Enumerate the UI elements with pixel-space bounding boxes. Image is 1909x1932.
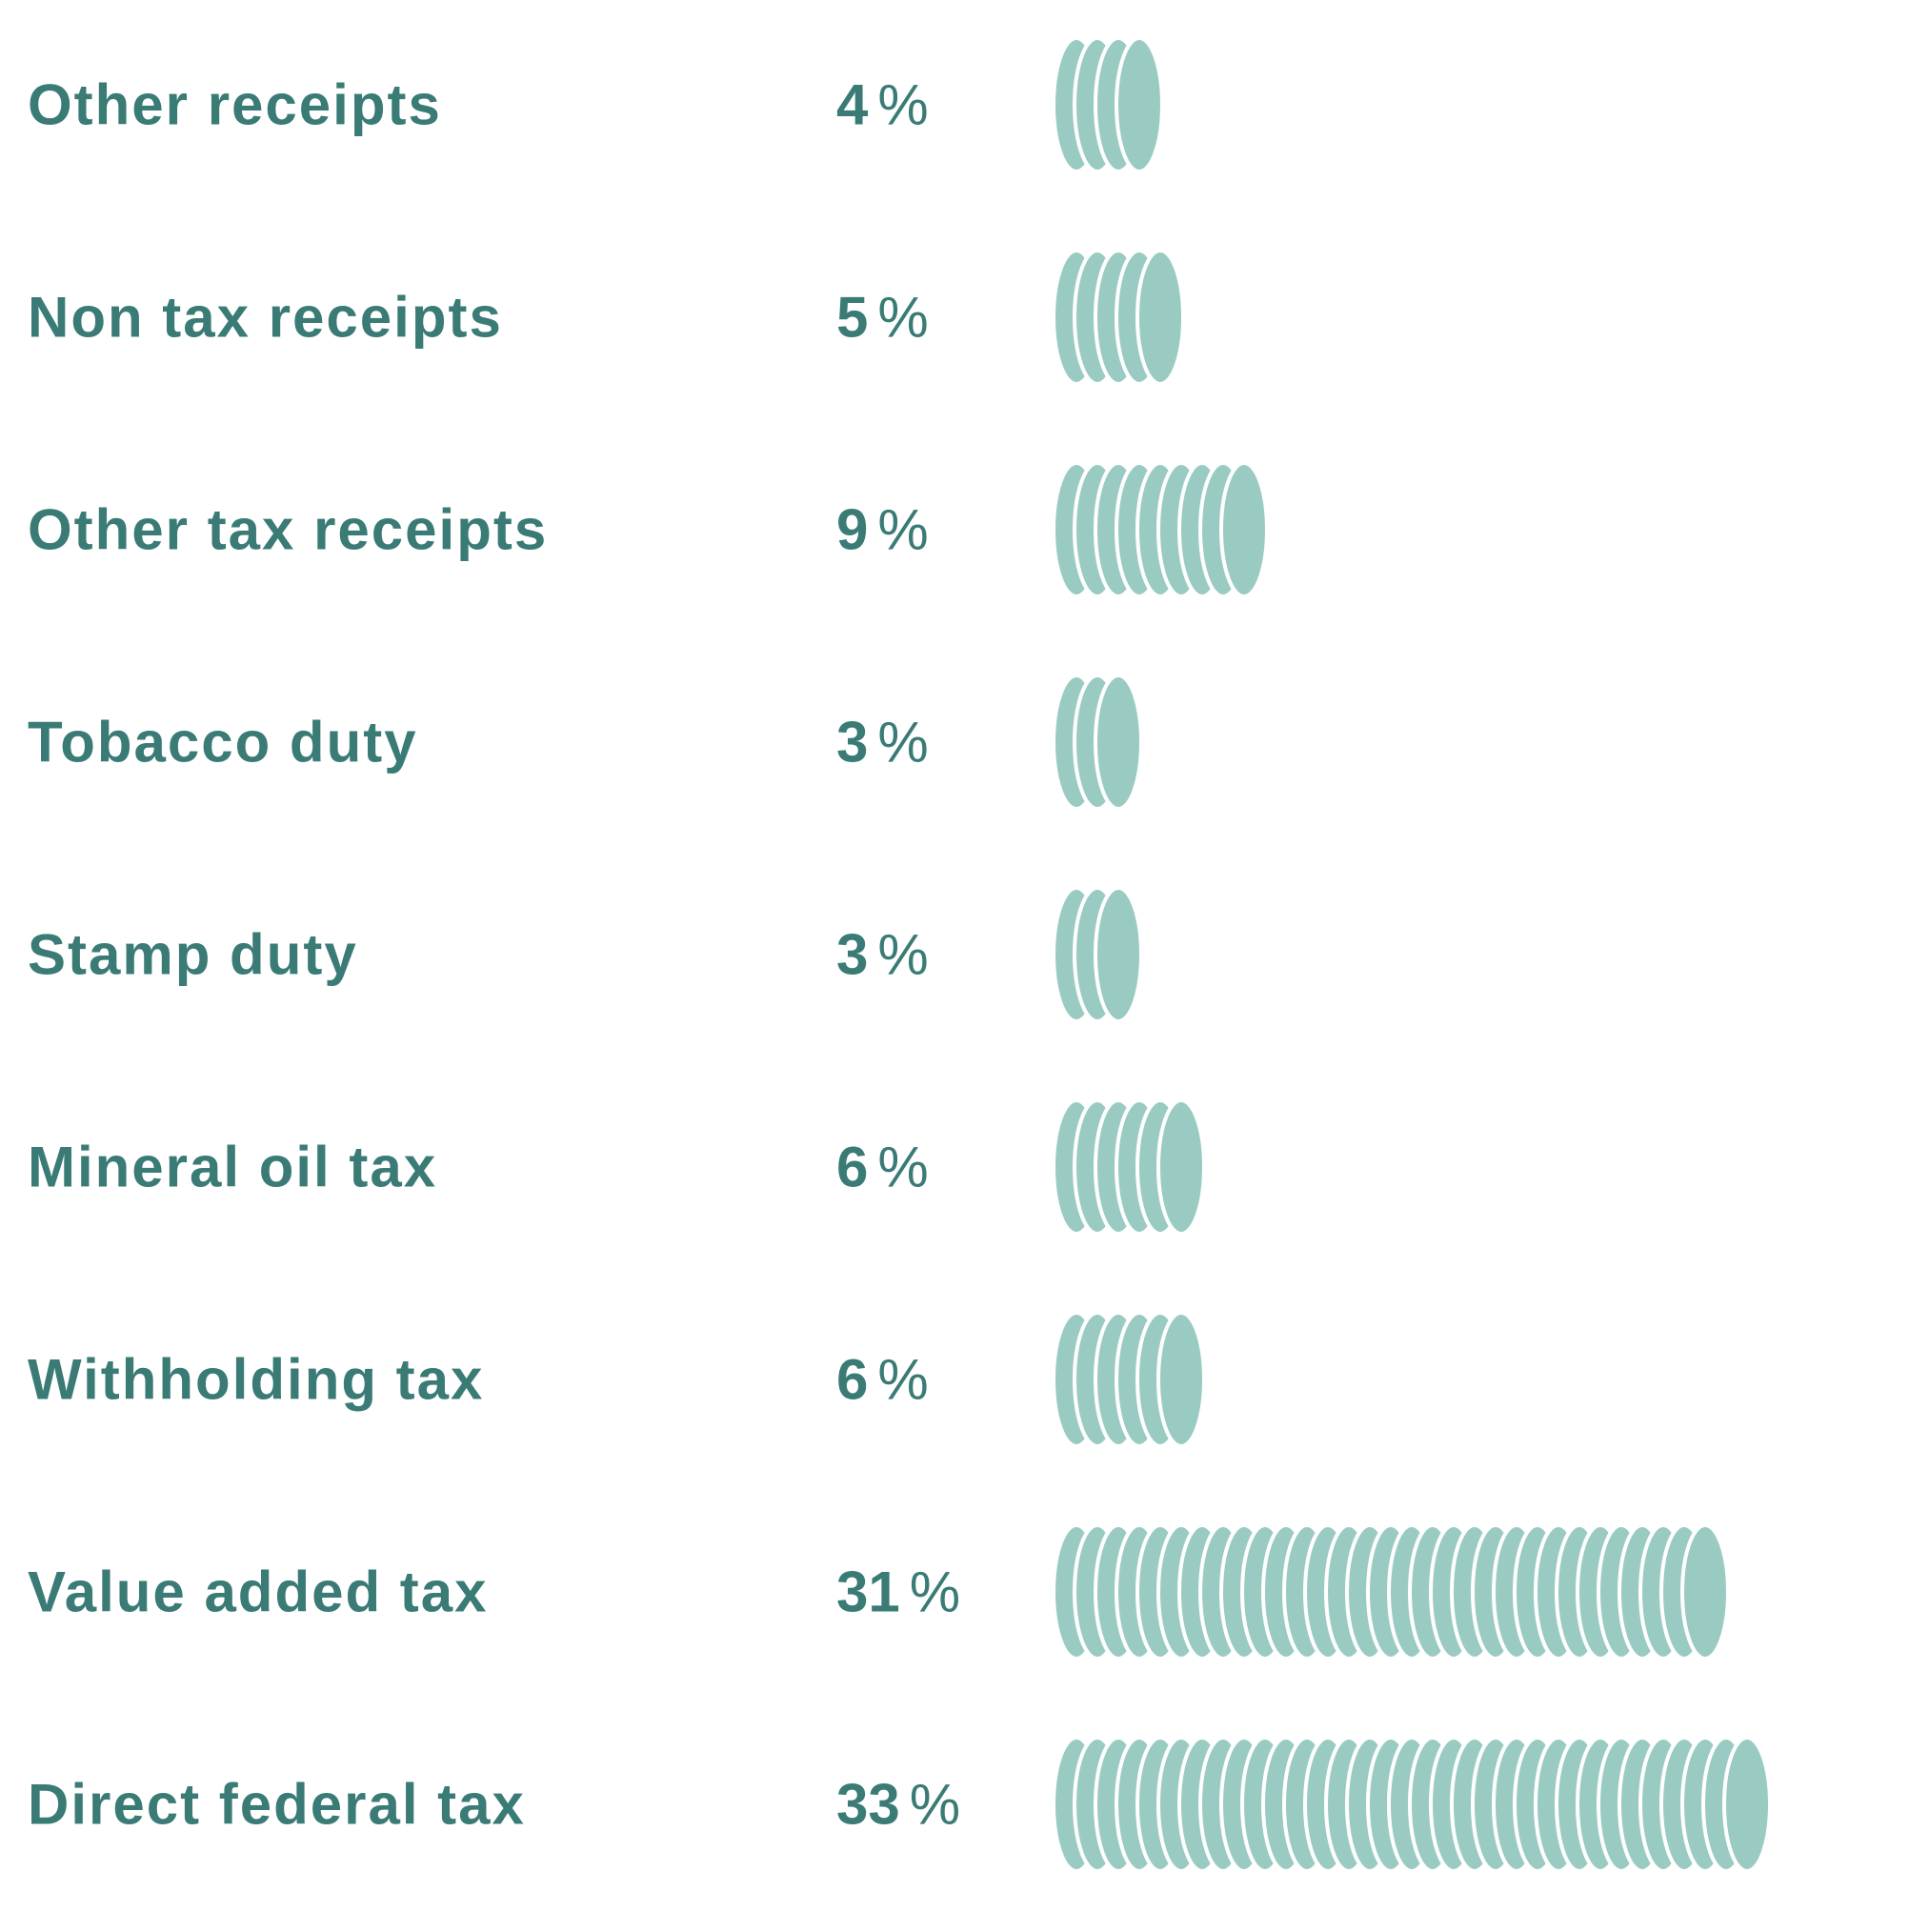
coin-stack	[1052, 886, 1143, 1023]
coin-stack	[1052, 1311, 1206, 1448]
category-label: Mineral oil tax	[28, 1135, 438, 1199]
coin-mark	[1094, 886, 1143, 1023]
chart-row: Direct federal tax 33%	[0, 1723, 1909, 1885]
coin-mark	[1156, 1098, 1206, 1236]
coin-mark	[1680, 1523, 1730, 1660]
chart-row: Mineral oil tax 6%	[0, 1086, 1909, 1248]
value-label: 9%	[836, 497, 929, 563]
value-number: 33	[836, 1772, 900, 1837]
category-label: Stamp duty	[28, 922, 358, 987]
category-label: Tobacco duty	[28, 710, 418, 775]
coin-mark	[1135, 249, 1185, 386]
percent-sign: %	[877, 72, 929, 137]
percent-sign: %	[877, 285, 929, 350]
value-label: 31%	[836, 1560, 960, 1625]
coin-stack	[1052, 461, 1269, 598]
coin-stack	[1052, 249, 1185, 386]
coin-stack	[1052, 1523, 1730, 1660]
category-label: Value added tax	[28, 1560, 489, 1624]
value-label: 3%	[836, 922, 929, 988]
chart-row: Other receipts 4%	[0, 24, 1909, 186]
value-number: 3	[836, 710, 869, 775]
coin-mark	[1156, 1311, 1206, 1448]
value-number: 4	[836, 72, 869, 137]
value-label: 4%	[836, 72, 929, 138]
coin-stack	[1052, 674, 1143, 811]
coin-stack	[1052, 1098, 1206, 1236]
value-number: 5	[836, 285, 869, 350]
coin-mark	[1094, 674, 1143, 811]
category-label: Withholding tax	[28, 1347, 485, 1412]
percent-sign: %	[877, 922, 929, 987]
chart-row: Stamp duty 3%	[0, 874, 1909, 1036]
chart-row: Non tax receipts 5%	[0, 236, 1909, 398]
value-number: 31	[836, 1560, 900, 1624]
percent-sign: %	[909, 1772, 961, 1837]
value-label: 33%	[836, 1772, 960, 1838]
value-number: 6	[836, 1135, 869, 1199]
value-label: 3%	[836, 710, 929, 775]
value-number: 9	[836, 497, 869, 562]
percent-sign: %	[877, 1347, 929, 1412]
value-label: 5%	[836, 285, 929, 351]
category-label: Non tax receipts	[28, 285, 503, 350]
category-label: Other receipts	[28, 72, 442, 137]
value-label: 6%	[836, 1347, 929, 1413]
value-number: 3	[836, 922, 869, 987]
value-label: 6%	[836, 1135, 929, 1200]
chart-row: Other tax receipts 9%	[0, 449, 1909, 611]
coin-stack	[1052, 36, 1164, 173]
percent-sign: %	[877, 710, 929, 775]
percent-sign: %	[909, 1560, 961, 1624]
chart-row: Withholding tax 6%	[0, 1298, 1909, 1460]
percent-sign: %	[877, 497, 929, 562]
chart-row: Value added tax 31%	[0, 1511, 1909, 1673]
coin-mark	[1219, 461, 1269, 598]
coin-stack	[1052, 1736, 1772, 1873]
percent-sign: %	[877, 1135, 929, 1199]
value-number: 6	[836, 1347, 869, 1412]
category-label: Direct federal tax	[28, 1772, 526, 1837]
coin-mark	[1722, 1736, 1772, 1873]
category-label: Other tax receipts	[28, 497, 549, 562]
chart-row: Tobacco duty 3%	[0, 661, 1909, 823]
coin-mark	[1115, 36, 1164, 173]
